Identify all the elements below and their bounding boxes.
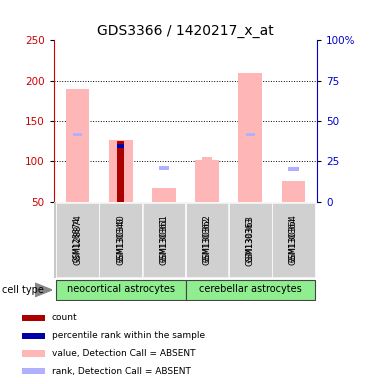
Bar: [202, 157, 213, 161]
Bar: [186, 280, 315, 300]
Bar: [158, 166, 169, 170]
Bar: [195, 161, 219, 202]
Bar: [246, 133, 255, 136]
Bar: [186, 203, 229, 277]
Text: GSM128874: GSM128874: [73, 215, 82, 265]
Bar: [22, 368, 45, 374]
Bar: [22, 333, 45, 339]
Bar: [72, 134, 83, 137]
Bar: [142, 202, 186, 278]
Bar: [117, 144, 124, 147]
Bar: [56, 203, 99, 277]
Bar: [282, 180, 305, 202]
Bar: [117, 141, 124, 202]
Text: GSM130362: GSM130362: [203, 217, 211, 263]
Text: GSM130364: GSM130364: [289, 215, 298, 265]
Text: GSM130362: GSM130362: [203, 215, 211, 265]
Text: GSM130364: GSM130364: [289, 217, 298, 263]
Title: GDS3366 / 1420217_x_at: GDS3366 / 1420217_x_at: [97, 24, 274, 38]
Text: value, Detection Call = ABSENT: value, Detection Call = ABSENT: [52, 349, 196, 358]
Text: GSM130340: GSM130340: [116, 215, 125, 265]
Bar: [56, 202, 99, 278]
Text: GSM130361: GSM130361: [160, 215, 168, 265]
Bar: [229, 203, 272, 277]
Bar: [229, 202, 272, 278]
Text: rank, Detection Call = ABSENT: rank, Detection Call = ABSENT: [52, 367, 191, 376]
Polygon shape: [35, 283, 52, 296]
Bar: [99, 203, 142, 277]
Bar: [22, 315, 45, 321]
Bar: [99, 202, 142, 278]
Bar: [272, 203, 315, 277]
Bar: [22, 350, 45, 357]
Bar: [152, 188, 176, 202]
Bar: [66, 89, 89, 202]
Text: GSM130340: GSM130340: [116, 217, 125, 263]
Bar: [272, 202, 315, 278]
Bar: [109, 139, 132, 202]
Bar: [245, 135, 256, 138]
Bar: [73, 133, 82, 136]
Text: neocortical astrocytes: neocortical astrocytes: [67, 285, 175, 295]
Bar: [142, 203, 185, 277]
Text: GSM130361: GSM130361: [160, 217, 168, 263]
Text: cell type: cell type: [2, 285, 44, 295]
Bar: [288, 167, 299, 171]
Bar: [56, 280, 186, 300]
Bar: [186, 202, 229, 278]
Text: count: count: [52, 313, 78, 323]
Text: cerebellar astrocytes: cerebellar astrocytes: [199, 285, 302, 295]
Text: percentile rank within the sample: percentile rank within the sample: [52, 331, 205, 340]
Text: GSM130363: GSM130363: [246, 217, 255, 263]
Text: GSM128874: GSM128874: [73, 217, 82, 263]
Bar: [239, 73, 262, 202]
Text: GSM130363: GSM130363: [246, 215, 255, 265]
